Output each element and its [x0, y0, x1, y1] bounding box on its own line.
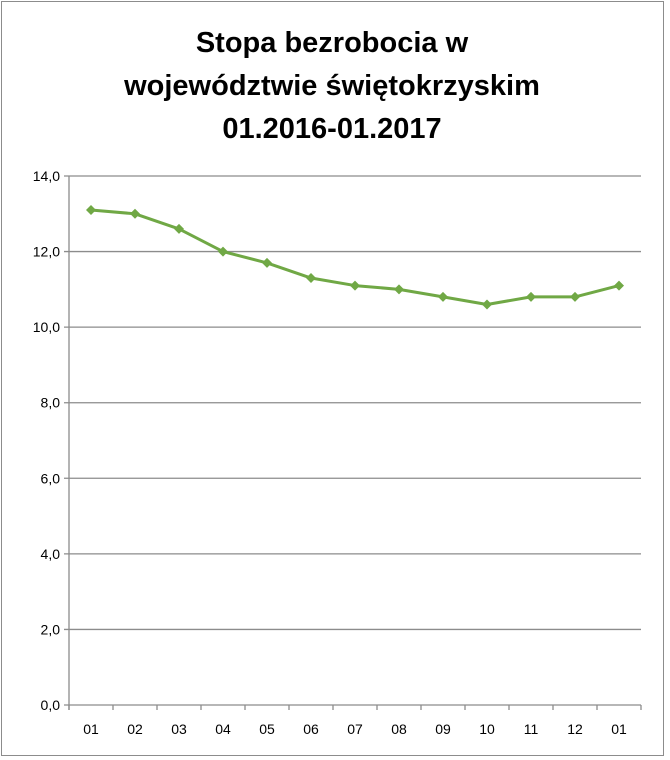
- title-line-2: województwie świętokrzyskim: [124, 70, 540, 102]
- data-point-marker: [438, 291, 448, 302]
- data-point-marker: [570, 291, 580, 302]
- data-point-marker: [526, 291, 536, 302]
- y-tick-label: 8,0: [41, 395, 61, 411]
- data-point-marker: [218, 246, 228, 257]
- data-point-marker: [350, 280, 360, 291]
- y-tick-label: 14,0: [33, 168, 60, 184]
- x-tick-label: 11: [524, 721, 539, 737]
- data-point-marker: [614, 280, 624, 291]
- y-tick-label: 4,0: [41, 546, 61, 562]
- x-tick-label: 05: [259, 721, 275, 737]
- x-tick-label: 10: [479, 721, 495, 737]
- data-point-marker: [262, 257, 272, 268]
- y-tick-label: 2,0: [41, 621, 61, 637]
- data-point-marker: [130, 208, 140, 219]
- x-tick-label: 09: [435, 721, 451, 737]
- x-tick-label: 07: [347, 721, 363, 737]
- y-tick-label: 0,0: [41, 697, 61, 713]
- x-tick-label: 08: [391, 721, 407, 737]
- y-tick-label: 12,0: [33, 244, 60, 260]
- x-tick-label: 02: [127, 721, 143, 737]
- chart-title: Stopa bezrobocia w województwie świętokr…: [0, 22, 664, 151]
- data-point-marker: [174, 223, 184, 234]
- title-line-1: Stopa bezrobocia w: [195, 27, 469, 59]
- y-tick-label: 10,0: [33, 319, 60, 335]
- x-tick-label: 04: [215, 721, 231, 737]
- x-tick-label: 01: [83, 721, 99, 737]
- data-point-marker: [394, 284, 404, 295]
- title-line-3: 01.2016-01.2017: [222, 113, 442, 145]
- data-point-marker: [86, 205, 96, 216]
- data-point-marker: [306, 273, 316, 284]
- x-tick-label: 01: [611, 721, 627, 737]
- x-tick-label: 06: [303, 721, 319, 737]
- data-point-marker: [482, 299, 492, 310]
- x-tick-label: 12: [567, 721, 583, 737]
- x-tick-label: 03: [171, 721, 187, 737]
- y-tick-label: 6,0: [41, 470, 61, 486]
